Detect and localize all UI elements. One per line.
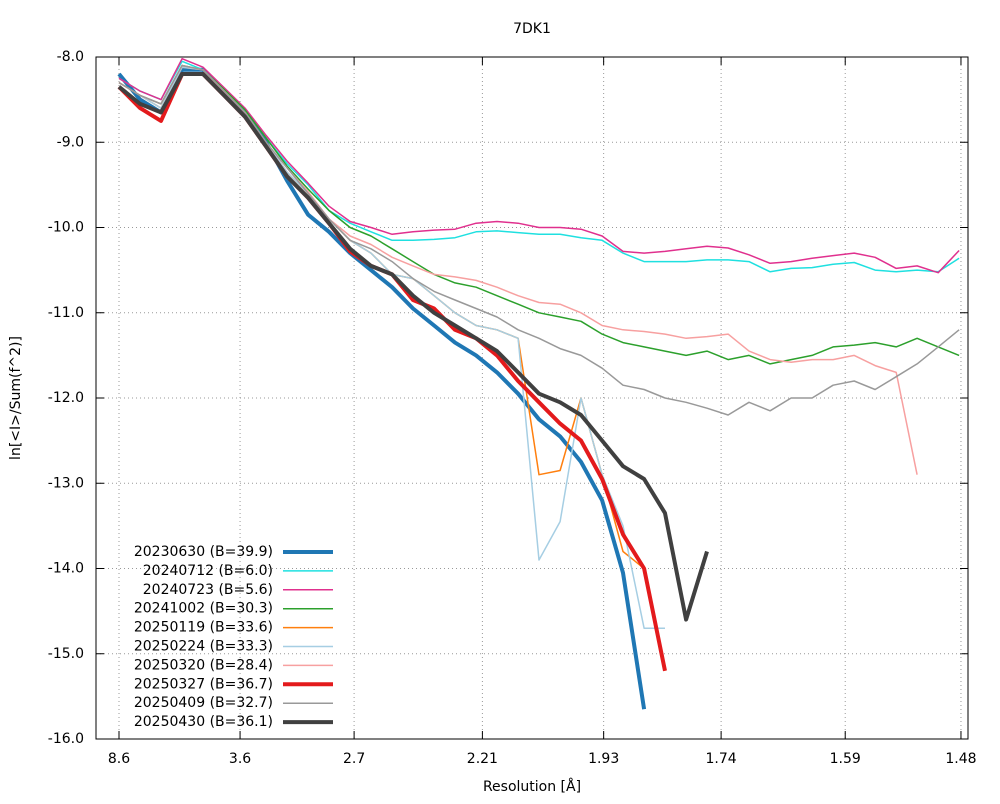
- x-tick-label: 1.59: [830, 751, 861, 767]
- chart-title: 7DK1: [513, 21, 551, 37]
- y-tick-label: -8.0: [57, 49, 84, 65]
- x-tick-label: 2.21: [467, 751, 498, 767]
- y-tick-label: -15.0: [48, 646, 84, 662]
- series-line: [118, 64, 960, 416]
- y-tick-label: -10.0: [48, 220, 84, 236]
- series-line: [118, 57, 960, 274]
- legend-label: 20250327 (B=36.7): [134, 676, 273, 692]
- x-tick-label: 8.6: [108, 751, 130, 767]
- legend-label: 20240723 (B=5.6): [143, 582, 273, 598]
- x-tick-label: 1.93: [588, 751, 619, 767]
- y-tick-label: -14.0: [48, 561, 84, 577]
- series-line: [117, 72, 709, 622]
- x-tick-label: 3.6: [229, 751, 251, 767]
- x-tick-label: 2.7: [343, 751, 365, 767]
- legend-label: 20250320 (B=28.4): [134, 657, 273, 673]
- legend-label: 20250430 (B=36.1): [134, 714, 273, 730]
- y-tick-label: -9.0: [57, 134, 84, 150]
- legend-label: 20240712 (B=6.0): [143, 563, 273, 579]
- y-axis-label: ln[<I>/Sum(f^2)]: [8, 336, 24, 460]
- y-tick-label: -13.0: [48, 475, 84, 491]
- legend-label: 20250224 (B=33.3): [134, 639, 273, 655]
- x-axis-label: Resolution [Å]: [483, 778, 581, 795]
- legend-label: 20250119 (B=33.6): [134, 620, 273, 636]
- x-tick-label: 1.74: [706, 751, 737, 767]
- y-tick-label: -12.0: [48, 390, 84, 406]
- legend-label: 20250409 (B=32.7): [134, 695, 273, 711]
- plot-frame: [95, 56, 969, 740]
- x-tick-label: 1.48: [945, 751, 976, 767]
- legend-label: 20230630 (B=39.9): [134, 544, 273, 560]
- y-tick-label: -16.0: [48, 731, 84, 747]
- series-line: [118, 64, 960, 365]
- legend-label: 20241002 (B=30.3): [134, 601, 273, 617]
- y-tick-label: -11.0: [48, 305, 84, 321]
